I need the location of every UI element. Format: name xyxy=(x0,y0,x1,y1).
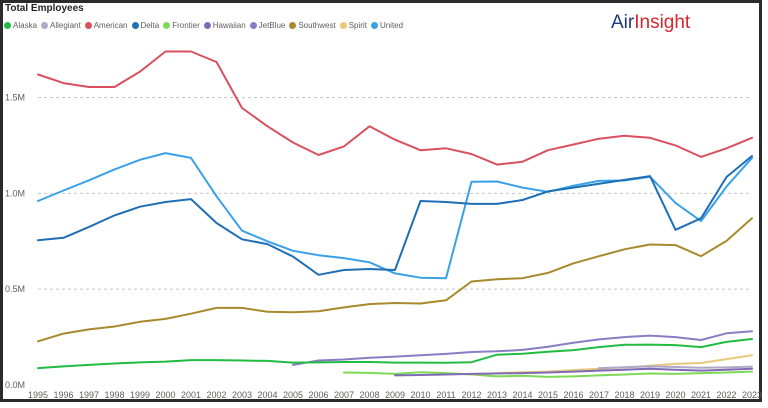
series-line-hawaiian[interactable] xyxy=(394,367,753,377)
legend-marker-icon xyxy=(203,22,211,29)
legend-item-jetblue[interactable]: JetBlue xyxy=(249,21,286,30)
x-tick-label: 2012 xyxy=(461,390,481,400)
legend[interactable]: Alaska Allegiant American Delta Frontier Hawa… xyxy=(4,21,407,30)
chart-title: Total Employees xyxy=(5,3,84,14)
legend-item-united[interactable]: United xyxy=(370,21,404,30)
x-tick-label: 2015 xyxy=(538,390,558,400)
legend-marker-icon xyxy=(249,22,257,29)
x-tick-label: 2022 xyxy=(716,390,736,400)
legend-item-frontier[interactable]: Frontier xyxy=(163,21,200,30)
y-tick-label: 1.0M xyxy=(5,188,25,198)
x-tick-label: 2017 xyxy=(589,390,609,400)
x-tick-label: 2018 xyxy=(614,390,634,400)
series-line-alaska[interactable] xyxy=(37,338,753,370)
x-tick-label: 2010 xyxy=(410,390,430,400)
y-tick-label: 0.0M xyxy=(5,380,25,390)
x-tick-label: 1996 xyxy=(53,390,73,400)
x-tick-label: 1999 xyxy=(130,390,150,400)
x-tick-label: 2000 xyxy=(155,390,175,400)
legend-item-southwest[interactable]: Southwest xyxy=(289,21,336,30)
x-tick-label: 2004 xyxy=(257,390,277,400)
legend-marker-icon xyxy=(289,22,297,29)
x-tick-label: 2020 xyxy=(665,390,685,400)
legend-label: JetBlue xyxy=(258,21,286,30)
x-tick-label: 1998 xyxy=(104,390,124,400)
legend-label: Hawaiian xyxy=(212,21,246,30)
legend-label: Spirit xyxy=(348,21,367,30)
legend-label: Delta xyxy=(140,21,160,30)
legend-item-hawaiian[interactable]: Hawaiian xyxy=(203,21,246,30)
legend-item-spirit[interactable]: Spirit xyxy=(339,21,367,30)
series-line-united[interactable] xyxy=(37,152,753,280)
legend-marker-icon xyxy=(370,22,378,29)
x-tick-label: 1995 xyxy=(28,390,48,400)
legend-label: Southwest xyxy=(298,21,336,30)
legend-item-allegiant[interactable]: Allegiant xyxy=(41,21,81,30)
y-tick-label: 0.5M xyxy=(5,284,25,294)
logo-part-air: Air xyxy=(611,12,635,33)
legend-marker-icon xyxy=(163,22,171,29)
legend-item-delta[interactable]: Delta xyxy=(131,21,160,30)
legend-marker-icon xyxy=(41,22,49,29)
series-line-frontier[interactable] xyxy=(343,370,753,378)
legend-marker-icon xyxy=(4,22,11,29)
legend-item-american[interactable]: American xyxy=(84,21,128,30)
legend-label: American xyxy=(93,21,128,30)
x-tick-label: 2019 xyxy=(640,390,660,400)
series-line-american[interactable] xyxy=(37,50,753,166)
x-tick-label: 2014 xyxy=(512,390,532,400)
legend-marker-icon xyxy=(84,22,92,29)
y-tick-label: 1.5M xyxy=(5,93,25,103)
legend-label: United xyxy=(379,21,404,30)
airinsight-logo: AirInsight xyxy=(611,12,690,34)
legend-item-alaska[interactable]: Alaska xyxy=(4,21,37,30)
x-tick-label: 2002 xyxy=(206,390,226,400)
x-tick-label: 2016 xyxy=(563,390,583,400)
x-tick-label: 2003 xyxy=(232,390,252,400)
legend-marker-icon xyxy=(131,22,139,29)
x-tick-label: 2007 xyxy=(334,390,354,400)
x-tick-label: 1997 xyxy=(79,390,99,400)
series-line-jetblue[interactable] xyxy=(292,330,753,366)
x-tick-label: 2006 xyxy=(308,390,328,400)
chart-frame xyxy=(0,0,762,402)
series-line-delta[interactable] xyxy=(37,155,753,276)
legend-marker-icon xyxy=(339,22,347,29)
x-tick-label: 2005 xyxy=(283,390,303,400)
legend-label: Allegiant xyxy=(50,21,81,30)
logo-part-insight: Insight xyxy=(634,12,691,33)
x-tick-label: 2001 xyxy=(181,390,201,400)
legend-label: Frontier xyxy=(172,21,200,30)
series-line-southwest[interactable] xyxy=(37,217,753,343)
x-tick-label: 2023 xyxy=(742,390,762,400)
legend-label: Alaska xyxy=(13,21,38,30)
x-tick-label: 2008 xyxy=(359,390,379,400)
x-tick-label: 2021 xyxy=(691,390,711,400)
series-line-allegiant[interactable] xyxy=(598,365,753,370)
series-line-spirit[interactable] xyxy=(470,354,753,376)
x-tick-label: 2013 xyxy=(487,390,507,400)
x-tick-label: 2011 xyxy=(436,390,455,400)
x-tick-label: 2009 xyxy=(385,390,405,400)
